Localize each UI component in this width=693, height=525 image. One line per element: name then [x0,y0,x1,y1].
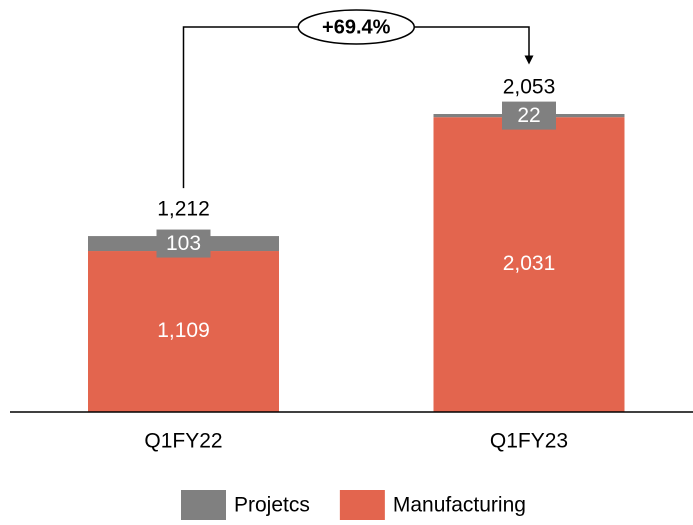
legend-label: Projetcs [234,494,310,517]
annotation: +69.4% [322,16,391,38]
total-label: 2,053 [503,76,556,99]
x-tick-label: Q1FY23 [490,430,568,453]
total-label: 1,212 [157,198,210,221]
value-label-box [502,101,556,130]
bar-segment [88,251,279,412]
annotation-bubble [297,9,415,45]
legend-swatch [339,490,385,520]
value-label: 103 [166,232,201,255]
bar-segment [433,117,625,413]
value-label: 1,109 [157,319,210,342]
x-tick-label: Q1FY22 [144,430,222,453]
legend-swatch [181,490,226,520]
value-label: 2,031 [503,252,556,275]
value-label-box [156,229,211,258]
legend-label: Manufacturing [393,494,526,517]
value-label: 22 [517,104,540,127]
